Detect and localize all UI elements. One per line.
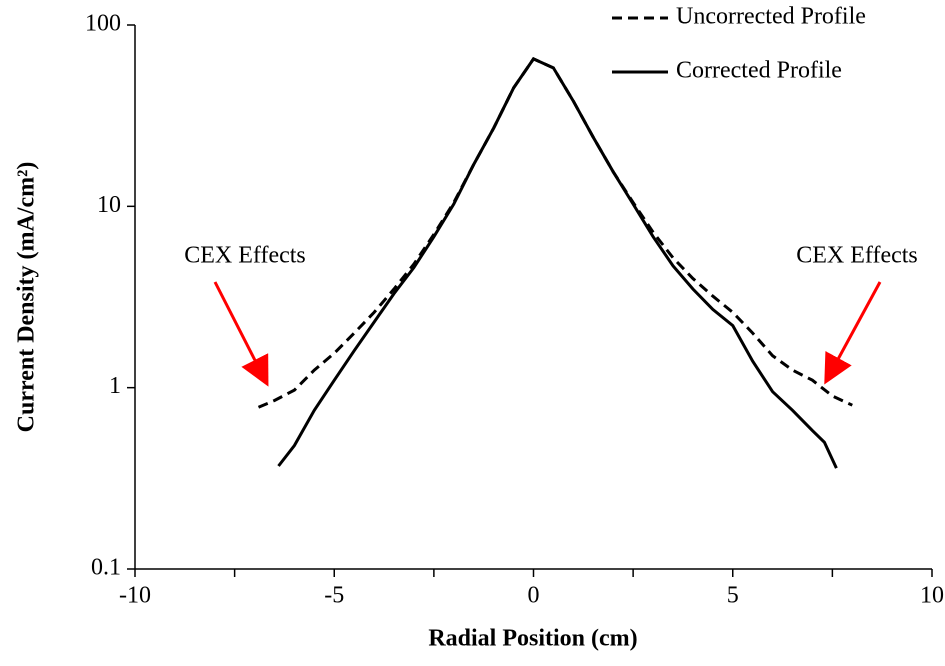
legend-label: Uncorrected Profile [676, 4, 866, 30]
y-axis-title: Current Density (mA/cm²) [14, 162, 40, 433]
x-tick-label: 5 [727, 583, 739, 609]
x-tick-label: -5 [324, 583, 344, 609]
y-tick-label: 1 [109, 373, 121, 399]
annotation: CEX Effects [796, 243, 918, 269]
annotation-arrow [824, 281, 882, 385]
x-axis-title: Radial Position (cm) [428, 626, 637, 652]
x-tick-label: 10 [920, 583, 944, 609]
data-line [277, 57, 838, 469]
annotation-arrow [213, 281, 269, 387]
data-line [257, 57, 853, 409]
x-tick-label: -10 [119, 583, 151, 609]
y-tick-label: 0.1 [91, 555, 121, 581]
x-tick-label: 0 [528, 583, 540, 609]
legend-label: Corrected Profile [676, 58, 842, 84]
y-tick-label: 10 [97, 192, 121, 218]
annotation: CEX Effects [184, 243, 306, 269]
y-tick-label: 100 [85, 11, 121, 37]
